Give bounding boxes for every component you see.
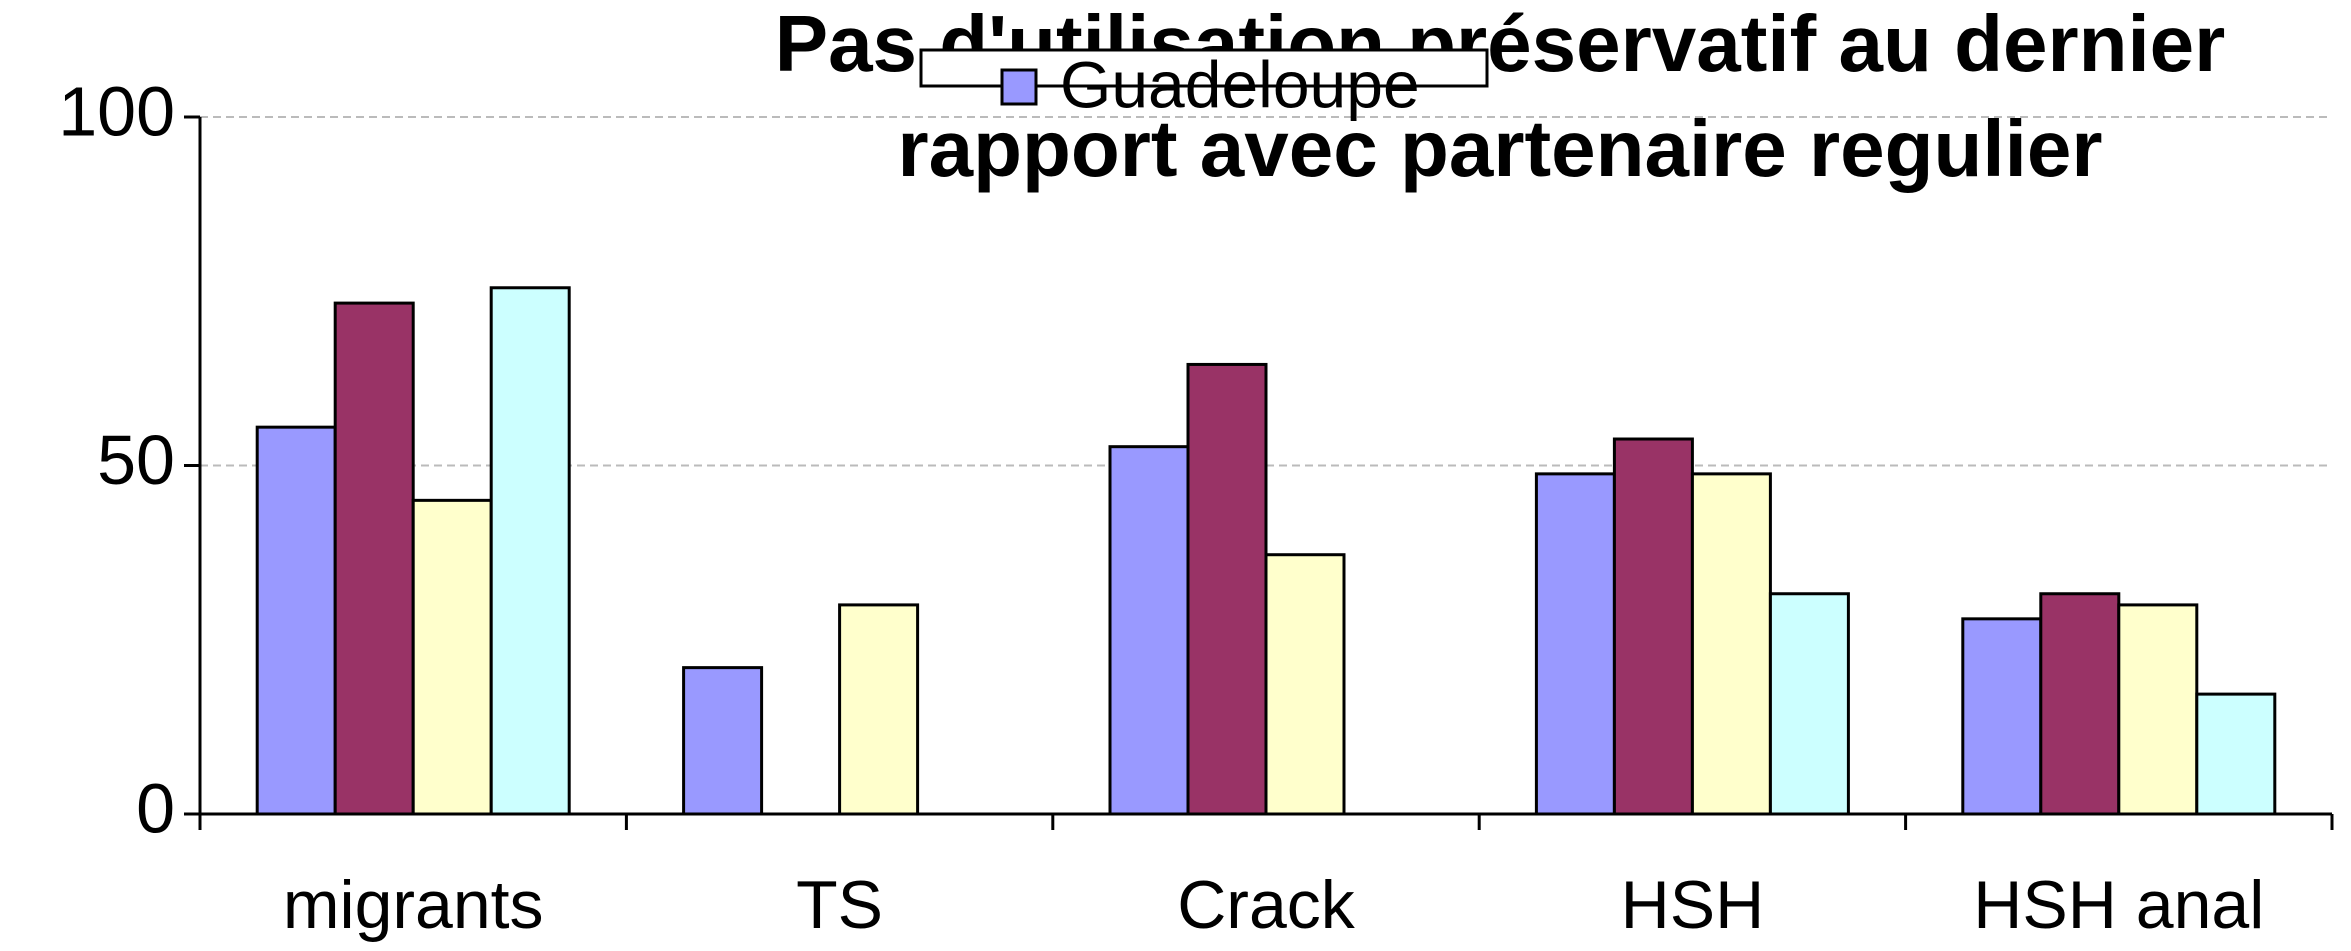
bar <box>1768 592 1850 816</box>
legend-box <box>919 48 1489 88</box>
legend-swatch <box>1000 68 1038 106</box>
bar <box>255 425 337 816</box>
bar <box>2195 692 2277 816</box>
y-tick-label: 50 <box>97 421 175 499</box>
bar <box>411 498 493 816</box>
bar <box>333 301 415 816</box>
legend-label: Guadeloupe <box>1060 47 1420 121</box>
bar <box>489 286 571 816</box>
bar <box>1612 437 1694 816</box>
bar <box>682 666 764 816</box>
bar <box>1534 472 1616 816</box>
bar <box>2039 592 2121 816</box>
x-tick-label: HSH anal <box>1973 867 2264 943</box>
x-tick-label: Crack <box>1177 867 1356 943</box>
bar <box>838 603 920 816</box>
x-tick-label: TS <box>796 867 883 943</box>
bar <box>1961 617 2043 816</box>
bar <box>1690 472 1772 816</box>
bar <box>1108 445 1190 816</box>
bar <box>1264 553 1346 816</box>
chart-title: rapport avec partenaire regulier <box>898 104 2103 193</box>
x-tick-label: HSH <box>1621 867 1765 943</box>
y-tick-label: 100 <box>58 72 175 150</box>
bar <box>2117 603 2199 816</box>
y-tick-label: 0 <box>136 769 175 847</box>
bar <box>1186 362 1268 816</box>
x-tick-label: migrants <box>283 867 544 943</box>
